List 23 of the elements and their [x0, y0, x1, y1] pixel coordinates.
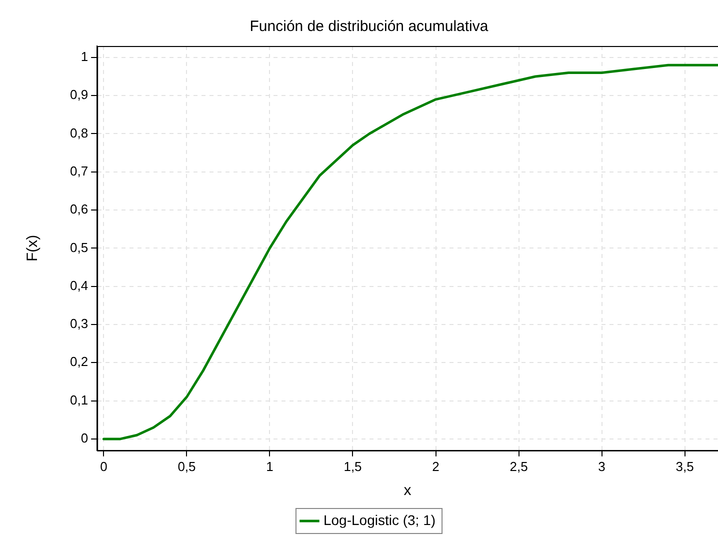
y-axis-title: F(x)	[24, 234, 42, 262]
y-tick-label: 0,6	[70, 202, 88, 217]
legend-label: Log-Logistic (3; 1)	[323, 512, 436, 528]
y-tick-label: 0,5	[70, 240, 88, 255]
chart-title: Función de distribución acumulativa	[250, 18, 489, 36]
x-tick-label: 3	[598, 458, 606, 474]
y-tick-label: 0,1	[70, 392, 88, 408]
x-tick-label: 1	[266, 458, 274, 474]
y-tick-label: 0	[80, 430, 88, 446]
x-tick-label: 1,5	[344, 458, 362, 474]
y-tick-label: 1	[80, 49, 88, 64]
y-tick-label: 0,9	[70, 87, 88, 102]
x-tick-label: 3,5	[676, 458, 694, 474]
y-tick-label: 0,3	[70, 316, 88, 332]
x-tick-label: 2	[432, 458, 440, 474]
x-tick-label: 0	[100, 458, 108, 474]
x-axis-title: x	[404, 482, 412, 500]
x-tick-label: 0,5	[178, 458, 196, 474]
y-tick-label: 0,4	[70, 278, 88, 293]
y-tick-label: 0,8	[70, 125, 88, 140]
y-tick-label: 0,2	[70, 354, 88, 370]
x-tick-label: 2,5	[510, 458, 528, 474]
y-tick-label: 0,7	[70, 163, 88, 178]
